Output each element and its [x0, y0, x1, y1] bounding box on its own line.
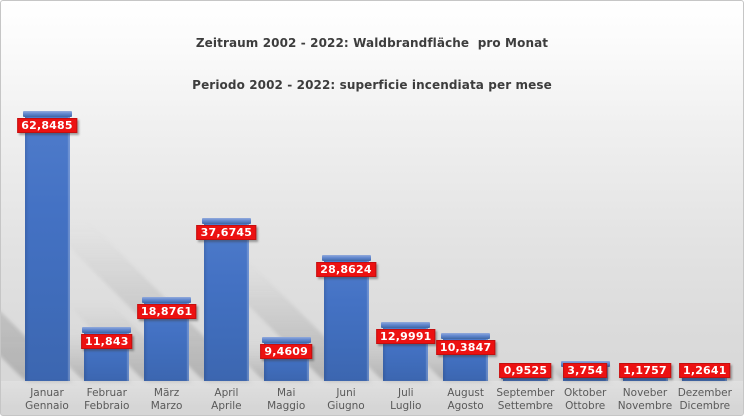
chart-title-line-de: Zeitraum 2002 - 2022: Waldbrandfläche pr… — [195, 36, 549, 50]
value-label: 12,9991 — [376, 328, 436, 344]
category-label: Juli Luglio — [364, 387, 448, 413]
value-label: 10,3847 — [435, 340, 496, 356]
value-label: 18,8761 — [136, 304, 197, 320]
bar-top-cap — [201, 217, 251, 224]
category-label: Oktober Ottobre — [543, 387, 627, 413]
category-label: September Settembre — [483, 387, 567, 413]
category-name-it: Ottobre — [565, 400, 606, 412]
category-name-it: Aprile — [211, 400, 242, 412]
category-name-de: Noveber — [622, 387, 668, 399]
category-name-de: Februar — [86, 387, 127, 399]
category-name-de: Juni — [336, 387, 356, 399]
bar-top-cap — [441, 333, 491, 340]
category-label: März Marzo — [125, 387, 209, 413]
category-name-it: Maggio — [267, 400, 306, 412]
value-label: 3,754 — [563, 363, 608, 378]
category-name-it: Settembre — [497, 400, 554, 412]
bar-top-cap — [82, 326, 132, 333]
category-name-it: Agosto — [447, 400, 484, 412]
bar-top-cap — [381, 321, 431, 328]
category-label: Januar Gennaio — [5, 387, 89, 413]
value-label: 1,1757 — [619, 363, 671, 378]
bar-top-cap — [261, 336, 311, 343]
chart-title-line-it: Periodo 2002 - 2022: superficie incendia… — [192, 78, 552, 92]
value-label: 9,4609 — [260, 343, 313, 359]
category-name-it: Luglio — [390, 400, 422, 412]
category-name-de: April — [214, 387, 239, 399]
bar-top-cap — [142, 297, 192, 304]
plot-floor — [1, 381, 743, 415]
bar-januar — [22, 111, 72, 381]
category-label: Mai Maggio — [244, 387, 328, 413]
category-label: Noveber Novembre — [603, 387, 687, 413]
category-name-de: Dezember — [677, 387, 732, 399]
bar-april — [201, 217, 251, 381]
category-name-de: Januar — [30, 387, 64, 399]
value-label: 1,2641 — [678, 363, 731, 378]
category-name-de: Oktober — [564, 387, 607, 399]
category-label: Februar Febbraio — [65, 387, 149, 413]
chart-title: Zeitraum 2002 - 2022: Waldbrandfläche pr… — [1, 8, 743, 120]
category-name-it: Gennaio — [25, 400, 69, 412]
category-name-it: Febbraio — [84, 400, 130, 412]
bar-top-cap — [321, 254, 371, 261]
category-name-it: Dicembre — [679, 400, 731, 412]
bar-top-cap — [22, 111, 72, 117]
category-label: April Aprile — [184, 387, 268, 413]
bar-juni — [321, 254, 371, 381]
category-name-de: September — [496, 387, 555, 399]
category-name-de: August — [447, 387, 484, 399]
category-name-de: Mai — [276, 387, 296, 399]
category-label: August Agosto — [424, 387, 508, 413]
value-label: 11,843 — [80, 333, 133, 349]
category-label: Juni Giugno — [304, 387, 388, 413]
value-label: 0,9525 — [499, 363, 552, 378]
category-name-it: Novembre — [617, 400, 673, 412]
value-label: 62,8485 — [17, 118, 77, 133]
category-label: Dezember Dicembre — [663, 387, 743, 413]
category-name-it: Marzo — [150, 400, 183, 412]
category-name-it: Giugno — [327, 400, 365, 412]
value-label: 28,8624 — [316, 261, 376, 277]
category-name-de: März — [153, 387, 180, 399]
category-name-de: Juli — [398, 387, 414, 399]
value-label: 37,6745 — [196, 224, 257, 240]
